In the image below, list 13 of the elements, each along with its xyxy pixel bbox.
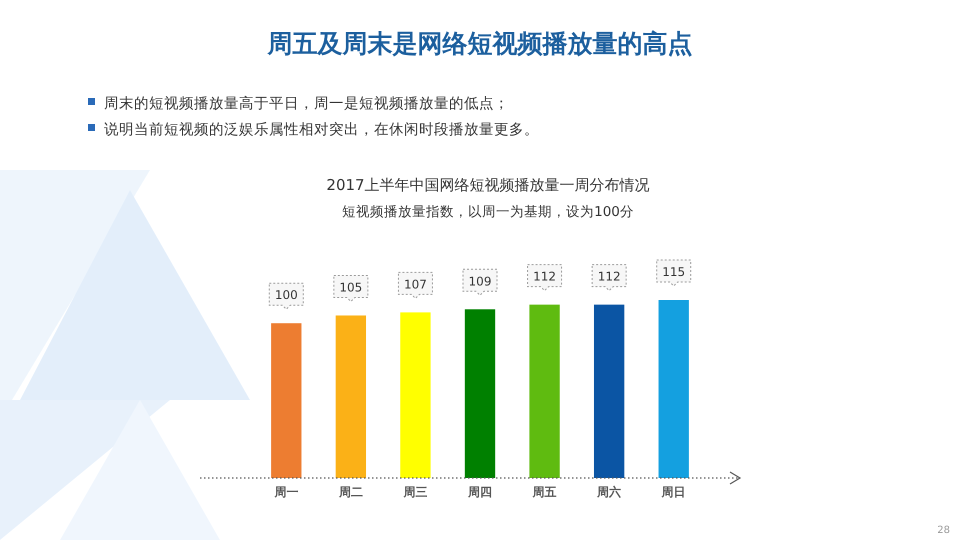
subtitle: 2017上半年中国网络短视频播放量一周分布情况 bbox=[326, 176, 650, 194]
annotation: 周末的短视频播放量高于平日，周一是短视频播放量的低点； bbox=[104, 96, 509, 112]
annotation: 28 bbox=[937, 525, 950, 536]
data-label: 109 bbox=[468, 274, 492, 288]
data-label: 115 bbox=[662, 265, 686, 279]
annotation: 说明当前短视频的泛娱乐属性相对突出，在休闲时段播放量更多。 bbox=[104, 122, 539, 138]
annotation: 短视频播放量指数，以周一为基期，设为100分 bbox=[342, 204, 634, 220]
data-label: 107 bbox=[404, 277, 427, 292]
data-label: 112 bbox=[533, 270, 556, 284]
data-label: 100 bbox=[274, 288, 298, 302]
title: 周五及周末是网络短视频播放量的高点 bbox=[268, 29, 692, 58]
data-label: 112 bbox=[598, 270, 621, 284]
data-label: 105 bbox=[339, 280, 362, 294]
